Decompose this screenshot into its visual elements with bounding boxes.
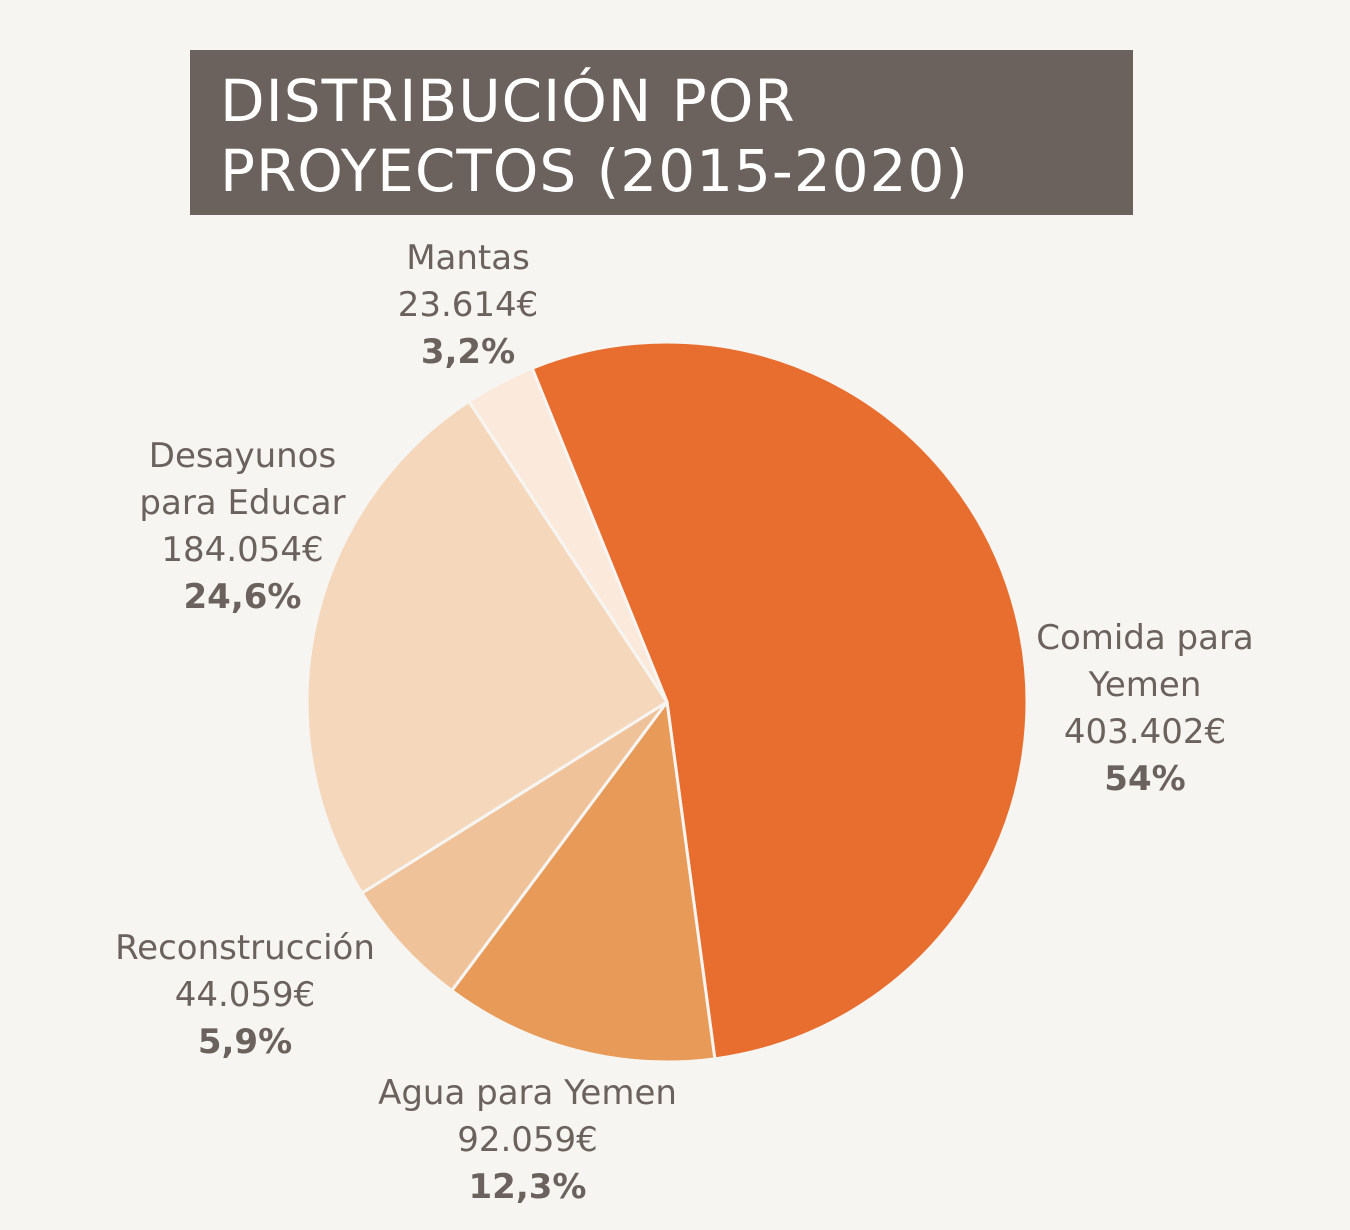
label-desayunos-percent: 24,6% xyxy=(183,577,302,617)
label-comida-amount: 403.402€ xyxy=(1063,712,1227,752)
label-desayunos-para-educar: Desayunos para Educar 184.054€ 24,6% xyxy=(110,433,375,621)
label-mantas-name: Mantas xyxy=(406,238,530,278)
label-mantas: Mantas 23.614€ 3,2% xyxy=(358,235,578,376)
pie-slice-desayunos-para-educar xyxy=(305,399,669,895)
label-agua-para-yemen: Agua para Yemen 92.059€ 12,3% xyxy=(345,1070,710,1211)
label-reconstruccion-amount: 44.059€ xyxy=(174,975,316,1015)
pie-slice-mantas xyxy=(467,366,669,704)
label-reconstruccion-name: Reconstrucción xyxy=(115,928,375,968)
title-banner: DISTRIBUCIÓN POR PROYECTOS (2015-2020) xyxy=(190,50,1133,215)
label-mantas-percent: 3,2% xyxy=(420,332,516,372)
label-desayunos-name-line-1: Desayunos xyxy=(148,436,337,476)
label-agua-name: Agua para Yemen xyxy=(378,1073,677,1113)
label-comida-para-yemen: Comida para Yemen 403.402€ 54% xyxy=(1010,615,1280,803)
chart-title-line-1: DISTRIBUCIÓN POR xyxy=(220,67,796,135)
label-agua-amount: 92.059€ xyxy=(457,1120,598,1160)
label-mantas-amount: 23.614€ xyxy=(397,285,539,325)
chart-title-line-2: PROYECTOS (2015-2020) xyxy=(220,137,970,205)
label-desayunos-amount: 184.054€ xyxy=(161,530,324,570)
label-desayunos-name-line-2: para Educar xyxy=(139,483,346,523)
label-reconstruccion: Reconstrucción 44.059€ 5,9% xyxy=(95,925,395,1066)
label-reconstruccion-percent: 5,9% xyxy=(197,1022,293,1062)
pie-slice-reconstrucci-n xyxy=(360,700,669,993)
label-comida-name-line-1: Comida para xyxy=(1036,618,1254,658)
pie-slice-comida-para-yemen xyxy=(530,340,1029,1061)
pie-slice-agua-para-yemen xyxy=(450,700,717,1064)
label-comida-percent: 54% xyxy=(1104,759,1186,799)
label-comida-name-line-2: Yemen xyxy=(1088,665,1202,705)
label-agua-percent: 12,3% xyxy=(468,1167,587,1207)
